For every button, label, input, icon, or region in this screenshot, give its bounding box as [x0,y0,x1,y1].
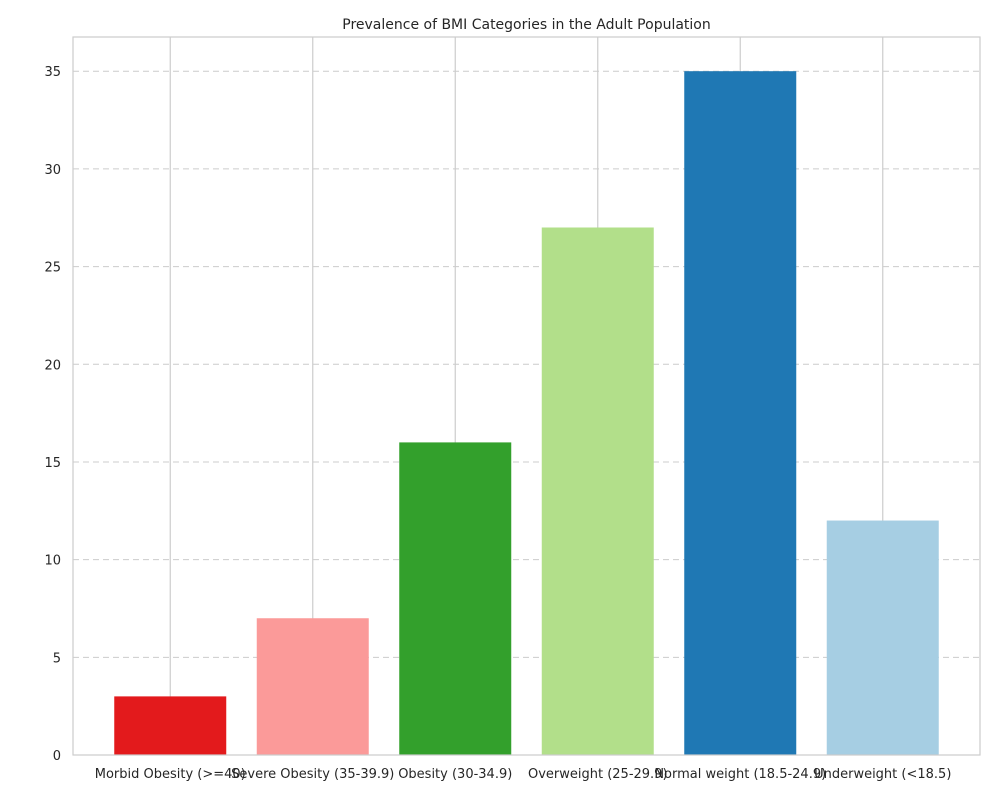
bar-6 [826,520,939,755]
y-tick-label: 35 [44,65,61,80]
y-tick-label: 20 [44,358,61,373]
x-tick-label: Underweight (<18.5) [814,767,951,782]
x-tick-label: Overweight (25-29.9) [528,767,668,782]
bar-1 [114,696,227,755]
y-tick-label: 30 [44,163,61,178]
bar-2 [256,618,369,755]
y-tick-label: 10 [44,554,61,569]
y-tick-label: 25 [44,261,61,276]
bars-layer [114,71,939,755]
bar-4 [541,227,654,755]
y-tick-label: 5 [53,651,61,666]
y-ticks: 0 5 10 15 20 25 30 35 [44,65,61,764]
x-tick-label: Normal weight (18.5-24.9) [654,767,826,782]
x-ticks: Morbid Obesity (>=40)Severe Obesity (35-… [95,767,952,782]
chart-title: Prevalence of BMI Categories in the Adul… [342,17,711,33]
y-tick-label: 0 [53,749,61,764]
plot-frame [72,36,981,756]
y-tick-label: 15 [44,456,61,471]
bar-3 [399,442,512,755]
x-tick-label: Severe Obesity (35-39.9) [231,767,394,782]
x-tick-label: Morbid Obesity (>=40) [95,767,246,782]
x-tick-label: Obesity (30-34.9) [398,767,512,782]
bar-5 [684,71,797,755]
